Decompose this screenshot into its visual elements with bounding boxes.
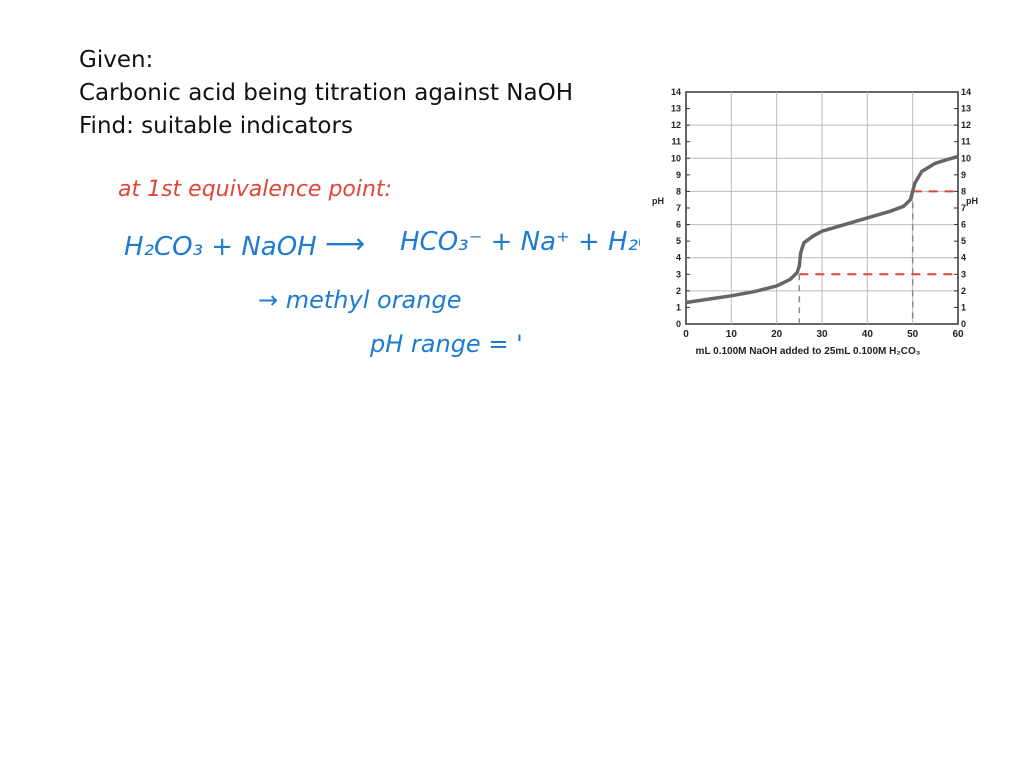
y-tick-label: 1: [961, 302, 966, 312]
y-tick-label: 13: [671, 104, 681, 114]
y-tick-label: 8: [961, 186, 966, 196]
y-tick-label: 12: [961, 120, 971, 130]
y-tick-label: 12: [671, 120, 681, 130]
y-tick-label: 14: [671, 87, 681, 97]
y-tick-label: 3: [676, 269, 681, 279]
y-tick-label: 8: [676, 186, 681, 196]
x-tick-label: 30: [816, 329, 828, 340]
y-tick-label: 9: [676, 170, 681, 180]
handwritten-notes: at 1st equivalence point: H₂CO₃ + NaOH ⟶…: [118, 177, 640, 358]
y-tick-label: 10: [671, 153, 681, 163]
x-tick-label: 50: [907, 329, 919, 340]
y-tick-label: 10: [961, 153, 971, 163]
chart-annotations: [798, 190, 958, 324]
given-heading: Given:: [79, 47, 154, 73]
reaction-reactants: H₂CO₃ + NaOH: [124, 232, 317, 262]
y-tick-label: 11: [671, 137, 681, 147]
y-tick-label: 1: [676, 302, 681, 312]
x-tick-label: 60: [952, 329, 964, 340]
reaction-arrow: ⟶: [325, 227, 365, 260]
y-tick-label: 2: [961, 286, 966, 296]
y-tick-label: 14: [961, 87, 971, 97]
y-tick-label: 6: [676, 220, 681, 230]
titration-curve: [685, 154, 959, 305]
reaction-products: HCO₃⁻ + Na⁺ + H₂O: [400, 227, 640, 257]
y-tick-label: 7: [961, 203, 966, 213]
chart-grid: [685, 91, 959, 325]
x-axis-label: mL 0.100M NaOH added to 25mL 0.100M H₂CO…: [696, 346, 921, 357]
y-tick-label: 0: [961, 319, 966, 329]
y-tick-label: 3: [961, 269, 966, 279]
y-tick-label: 6: [961, 220, 966, 230]
y-axis-label-right: pH: [966, 196, 978, 206]
x-tick-label: 20: [771, 329, 783, 340]
y-tick-label: 9: [961, 170, 966, 180]
y-tick-label: 0: [676, 319, 681, 329]
y-tick-label: 2: [676, 286, 681, 296]
y-tick-label: 4: [676, 253, 681, 263]
x-ticks: 0 10 20 30 40 50 60: [683, 329, 964, 340]
y-tick-label: 13: [961, 104, 971, 114]
x-tick-label: 40: [862, 329, 874, 340]
indicator-note: → methyl orange: [258, 286, 461, 314]
y-tick-label: 4: [961, 253, 966, 263]
y-tick-label: 7: [676, 203, 681, 213]
equivalence-point-heading: at 1st equivalence point:: [118, 177, 392, 202]
x-tick-label: 0: [683, 329, 689, 340]
x-tick-label: 10: [726, 329, 738, 340]
find-text: Find: suitable indicators: [79, 113, 353, 139]
y-tick-label: 11: [961, 137, 971, 147]
y-tick-label: 5: [961, 236, 966, 246]
y-axis-label-left: pH: [652, 196, 664, 206]
given-text: Carbonic acid being titration against Na…: [79, 80, 573, 106]
problem-statement: Given: Carbonic acid being titration aga…: [79, 44, 573, 143]
ph-range-note: pH range = ': [369, 330, 523, 358]
y-tick-label: 5: [676, 236, 681, 246]
